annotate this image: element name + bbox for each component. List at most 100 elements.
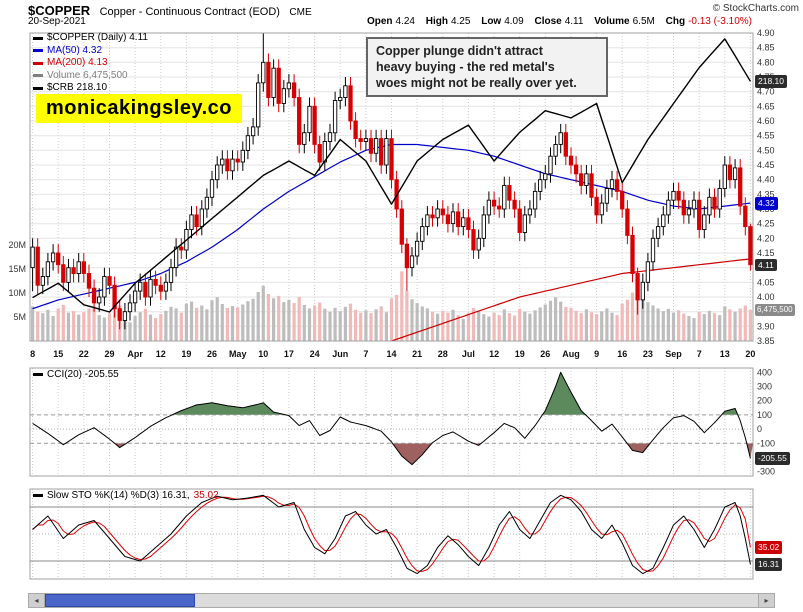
candle-body bbox=[209, 179, 215, 198]
volume-bar bbox=[482, 314, 486, 341]
volume-bar bbox=[225, 307, 229, 341]
candle-body bbox=[630, 234, 635, 274]
volume-bar bbox=[210, 300, 214, 341]
candle-body bbox=[127, 302, 133, 313]
volume-bar bbox=[574, 310, 578, 341]
volume-bar bbox=[400, 271, 404, 341]
legend-item-crb: $CRB 218.10 bbox=[33, 82, 148, 95]
volume-bar bbox=[630, 292, 635, 341]
candle-body bbox=[666, 199, 671, 216]
svg-text:100: 100 bbox=[757, 410, 772, 420]
volume-bar bbox=[246, 301, 250, 341]
volume-bar bbox=[348, 303, 353, 341]
sto-legend-label-d: 35.02 bbox=[193, 490, 219, 501]
volume-bar bbox=[528, 313, 532, 341]
volume-bar bbox=[743, 305, 747, 341]
sto-legend: Slow STO %K(14) %D(3) 16.31, 35.02 bbox=[33, 490, 219, 501]
volume-bar bbox=[671, 312, 676, 341]
scroll-right-button[interactable]: ▸ bbox=[758, 594, 774, 607]
volume-bar bbox=[251, 298, 255, 341]
scrollbar-thumb[interactable] bbox=[45, 594, 195, 607]
svg-text:4.00: 4.00 bbox=[757, 292, 775, 302]
cci-line bbox=[32, 371, 751, 466]
x-axis-labels: 8 15 22 29 Apr 12 19 26 May 10 17 24 Jun 7 14 21 28 Jul 12… bbox=[30, 349, 755, 359]
volume-bar bbox=[733, 311, 737, 341]
candle-body bbox=[194, 214, 199, 228]
candle-body bbox=[517, 208, 522, 233]
candle-body bbox=[312, 105, 317, 145]
high-label: High bbox=[425, 16, 448, 27]
volume-bar bbox=[374, 309, 378, 341]
svg-text:4.85: 4.85 bbox=[757, 43, 775, 53]
volume-bar bbox=[36, 311, 40, 341]
svg-text:3.85: 3.85 bbox=[757, 336, 775, 346]
volume-bar bbox=[323, 308, 327, 341]
sto-legend-icon bbox=[33, 494, 43, 497]
candle-body bbox=[481, 214, 486, 239]
volume-bar bbox=[164, 310, 168, 341]
volume-bar bbox=[610, 312, 614, 341]
volume-bar bbox=[56, 308, 60, 341]
volume-bar bbox=[502, 309, 506, 341]
volume-bar bbox=[723, 306, 727, 341]
volume-bar bbox=[359, 312, 363, 341]
svg-text:Apr: Apr bbox=[127, 349, 143, 359]
volume-bar bbox=[133, 316, 137, 341]
candle-body bbox=[440, 208, 445, 216]
candle-body bbox=[691, 199, 697, 210]
chart-scrollbar[interactable]: ◂ ▸ bbox=[28, 593, 775, 608]
volume-bar bbox=[297, 296, 301, 341]
candle-body bbox=[732, 167, 738, 181]
candle-body bbox=[338, 97, 343, 101]
svg-text:23: 23 bbox=[643, 349, 653, 359]
candle-body bbox=[507, 185, 512, 201]
candle-body bbox=[527, 208, 533, 216]
legend-item-volume: Volume 6,475,500 bbox=[33, 70, 148, 83]
svg-text:13: 13 bbox=[720, 349, 730, 359]
volume-bar bbox=[333, 307, 337, 341]
scroll-right-arrow-icon: ▸ bbox=[764, 596, 769, 605]
candle-body bbox=[132, 290, 138, 304]
svg-text:10M: 10M bbox=[8, 288, 26, 298]
volume-bar bbox=[589, 312, 594, 341]
cci-legend-label: CCI(20) -205.55 bbox=[47, 369, 119, 380]
candle-body bbox=[220, 158, 225, 166]
scroll-left-button[interactable]: ◂ bbox=[29, 594, 45, 607]
volume-bar bbox=[425, 308, 429, 341]
candle-body bbox=[204, 196, 210, 210]
svg-text:7: 7 bbox=[363, 349, 368, 359]
candle-body bbox=[558, 132, 563, 145]
volume-bar bbox=[154, 318, 158, 341]
chart-header: $COPPER Copper - Continuous Contract (EO… bbox=[28, 2, 799, 29]
volume-bar bbox=[620, 303, 624, 341]
sto-d-line bbox=[32, 495, 751, 572]
candle-body bbox=[486, 199, 492, 216]
volume-bar bbox=[82, 312, 86, 341]
sto-legend-label-k: Slow STO %K(14) %D(3) 16.31, bbox=[47, 490, 190, 501]
volume-bar bbox=[692, 318, 696, 341]
legend-item-ma200: MA(200) 4.13 bbox=[33, 57, 148, 70]
main-chart-legend: $COPPER (Daily) 4.11 MA(50) 4.32 MA(200)… bbox=[33, 32, 148, 95]
volume-bar bbox=[66, 312, 71, 341]
volume-bar bbox=[441, 310, 445, 341]
volume-bar bbox=[338, 311, 342, 341]
candle-body bbox=[107, 276, 112, 286]
cci-oversold-fill bbox=[61, 443, 753, 465]
volume-bar bbox=[702, 314, 706, 341]
volume-bar bbox=[292, 303, 296, 341]
candle-body bbox=[502, 185, 507, 210]
cci-legend: CCI(20) -205.55 bbox=[33, 369, 119, 380]
legend-label: $CRB 218.10 bbox=[47, 82, 108, 93]
volume-bar bbox=[728, 309, 732, 341]
volume-bar bbox=[313, 305, 317, 341]
candle-body bbox=[281, 88, 286, 104]
volume-bar bbox=[497, 315, 501, 341]
cci-panel bbox=[30, 371, 753, 466]
candle-body bbox=[225, 158, 230, 172]
candle-body bbox=[568, 155, 574, 166]
svg-text:28: 28 bbox=[438, 349, 448, 359]
volume-bar bbox=[687, 316, 691, 341]
volume-label: Volume bbox=[594, 16, 630, 27]
candle-body bbox=[702, 214, 707, 231]
candle-body bbox=[738, 167, 743, 207]
